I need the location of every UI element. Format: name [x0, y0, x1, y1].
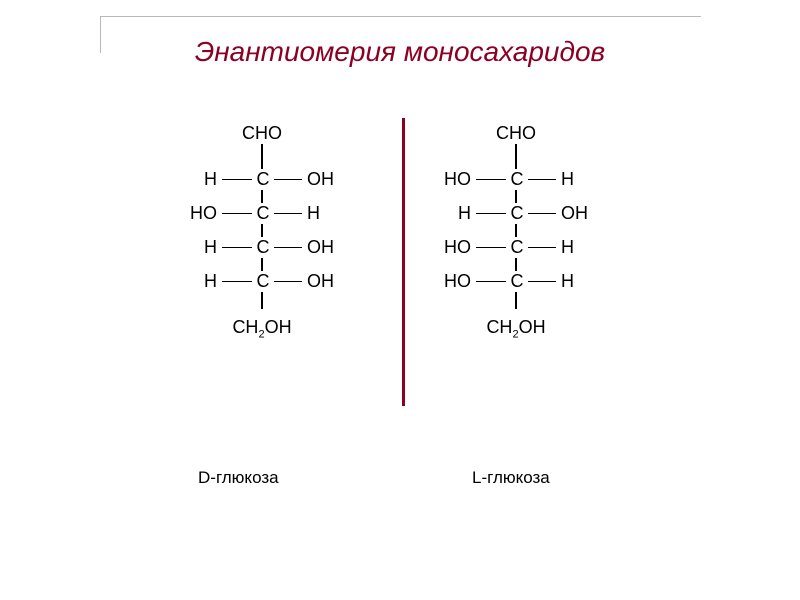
bond-horizontal	[274, 213, 302, 214]
left-sub: HO	[440, 169, 472, 190]
right-sub: OH	[306, 169, 338, 190]
right-sub: H	[560, 169, 592, 190]
chemistry-area: CHOHCOHHOCHHCOHHCOHCH2OHCHOHOCHHCOHHOCHH…	[0, 108, 800, 448]
carbon-center: C	[252, 203, 274, 224]
left-sub: HO	[440, 237, 472, 258]
top-group: CHO	[495, 123, 537, 144]
bond-horizontal	[274, 247, 302, 248]
left-sub: H	[186, 169, 218, 190]
page: { "title": { "text": "Энантиомерия монос…	[0, 0, 800, 600]
left-sub: HO	[440, 271, 472, 292]
title-frame	[100, 16, 701, 53]
bond-horizontal	[476, 213, 506, 214]
bottom-group: CH2OH	[486, 317, 545, 341]
left-sub: HO	[186, 203, 218, 224]
carbon-center: C	[506, 271, 528, 292]
bond-horizontal	[222, 281, 252, 282]
carbon-center: C	[506, 169, 528, 190]
fischer-L-glucose: CHOHOCHHCOHHOCHHOCHCH2OH	[440, 122, 592, 339]
carbon-center: C	[252, 237, 274, 258]
bond-horizontal	[528, 213, 556, 214]
bond-horizontal	[476, 281, 506, 282]
bond-horizontal	[528, 179, 556, 180]
left-sub: H	[186, 271, 218, 292]
carbon-center: C	[252, 169, 274, 190]
right-sub: H	[560, 271, 592, 292]
right-sub: OH	[306, 271, 338, 292]
structure-label: L-глюкоза	[472, 468, 550, 488]
structure-label: D-глюкоза	[198, 468, 279, 488]
bond-horizontal	[476, 247, 506, 248]
right-sub: H	[306, 203, 338, 224]
bond-horizontal	[528, 247, 556, 248]
right-sub: OH	[306, 237, 338, 258]
bond-horizontal	[476, 179, 506, 180]
right-sub: OH	[560, 203, 592, 224]
top-group: CHO	[241, 123, 283, 144]
bottom-group: CH2OH	[232, 317, 291, 341]
bond-horizontal	[528, 281, 556, 282]
bond-horizontal	[222, 179, 252, 180]
left-sub: H	[440, 203, 472, 224]
carbon-center: C	[506, 203, 528, 224]
carbon-center: C	[252, 271, 274, 292]
bond-horizontal	[222, 213, 252, 214]
bond-horizontal	[222, 247, 252, 248]
left-sub: H	[186, 237, 218, 258]
fischer-D-glucose: CHOHCOHHOCHHCOHHCOHCH2OH	[186, 122, 338, 339]
right-sub: H	[560, 237, 592, 258]
bond-horizontal	[274, 281, 302, 282]
bond-horizontal	[274, 179, 302, 180]
carbon-center: C	[506, 237, 528, 258]
